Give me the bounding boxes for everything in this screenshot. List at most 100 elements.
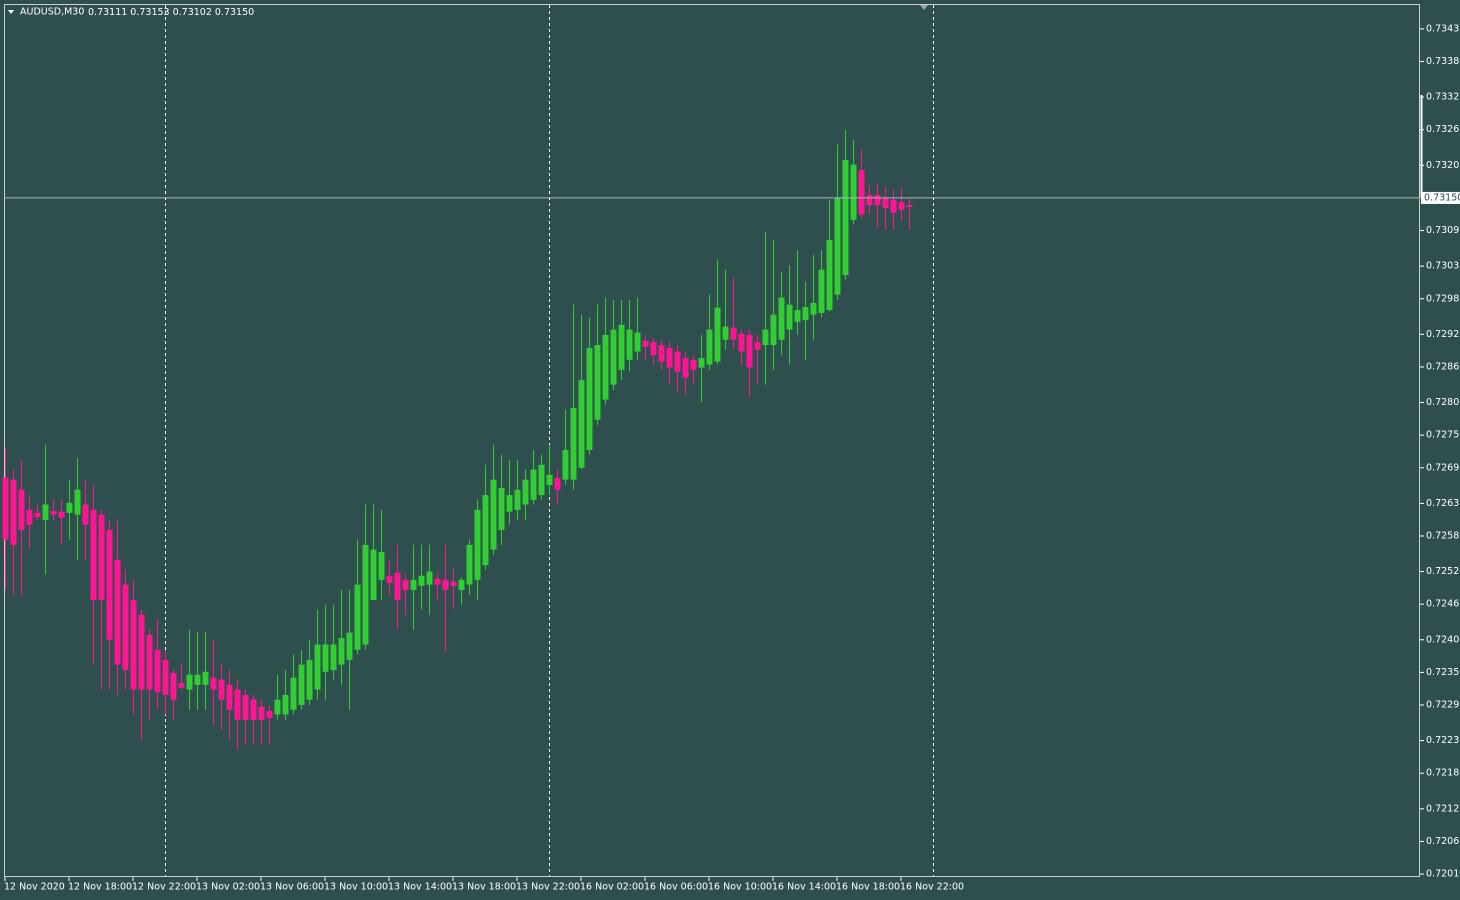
candle-body [66,502,73,513]
candle-body [314,644,321,690]
candle-body [338,637,345,665]
candle-body [682,358,689,378]
y-tick-label: 0.73095 [1426,225,1460,236]
y-tick-label: 0.73435 [1426,23,1460,34]
shift-marker [920,5,928,10]
x-tick-label: 16 Nov 18:00 [836,882,900,893]
candle-body [634,332,641,352]
candle-body [42,504,49,520]
candle-body [290,677,297,710]
candle-body [698,358,705,368]
candle-body [362,544,369,645]
candle-body [626,329,633,360]
menu-arrow [8,10,14,14]
candle-body [858,170,865,215]
candle-body [34,512,41,518]
candle-body [162,659,169,695]
header-value: 0.73111 [88,7,127,18]
candle-body [370,549,377,601]
candle-body [282,694,289,715]
candle-body [218,679,225,700]
candle-body [866,194,873,206]
candle-body [146,635,153,690]
candle-body [842,159,849,276]
candle-body [170,672,177,700]
candle-body [466,544,473,585]
candle-body [778,297,785,340]
candle-body [210,677,217,690]
candle-body [562,449,569,480]
candle-body [482,495,489,566]
x-tick-label: 13 Nov 10:00 [324,882,388,893]
candle-body [738,333,745,352]
candle-body [106,530,113,640]
candle-body [898,202,905,210]
candle-body [650,342,657,356]
candle-body [58,511,65,518]
y-tick-label: 0.72295 [1426,700,1460,711]
candle-body [722,326,729,340]
candle-body [74,489,81,515]
candle-body [322,644,329,672]
x-tick-label: 12 Nov 22:00 [132,882,196,893]
y-tick-label: 0.73035 [1426,261,1460,272]
y-tick-label: 0.72065 [1426,836,1460,847]
y-tick-label: 0.72010 [1426,869,1460,880]
x-tick-label: 16 Nov 22:00 [900,882,964,893]
x-tick-label: 13 Nov 14:00 [388,882,452,893]
candle-body [354,584,361,650]
bid-label-box [1421,191,1460,204]
candle-body [378,551,385,580]
candle-body [346,632,353,660]
candle-body [90,509,97,601]
candle-body [394,572,401,601]
candle-body [794,310,801,322]
x-tick-label: 16 Nov 14:00 [772,882,836,893]
candle-body [26,509,33,525]
candle-body [266,710,273,719]
candle-body [890,199,897,213]
candle-body [298,664,305,706]
candle-body [746,334,753,368]
candle-body [786,304,793,330]
candle-body [818,269,825,313]
candle-body [450,581,457,586]
candle-body [714,307,721,362]
candle-body [386,575,393,583]
candle-body [514,489,521,510]
candle-body [250,699,257,720]
candle-body [826,240,833,311]
x-tick-label: 16 Nov 06:00 [644,882,708,893]
candle-body [114,559,121,665]
candle-body [666,347,673,368]
candle-body [194,674,201,685]
candle-body [186,674,193,690]
candle-body [506,495,513,512]
candle-body [602,334,609,400]
candle-body [618,324,625,370]
candle-body [306,659,313,700]
candle-body [594,345,601,420]
candle-body [850,164,857,220]
x-tick-label: 13 Nov 02:00 [196,882,260,893]
y-tick-label: 0.72695 [1426,462,1460,473]
candle-body [98,514,105,601]
y-tick-label: 0.72235 [1426,735,1460,746]
y-tick-label: 0.73205 [1426,160,1460,171]
candle-body [18,489,25,531]
candle-body [834,197,841,295]
candle-body [490,479,497,550]
candle-body [258,706,265,720]
candle-body [202,671,209,685]
candle-body [610,329,617,385]
candle-body [474,509,481,580]
chart-title: AUDUSD,M30 [20,7,84,18]
